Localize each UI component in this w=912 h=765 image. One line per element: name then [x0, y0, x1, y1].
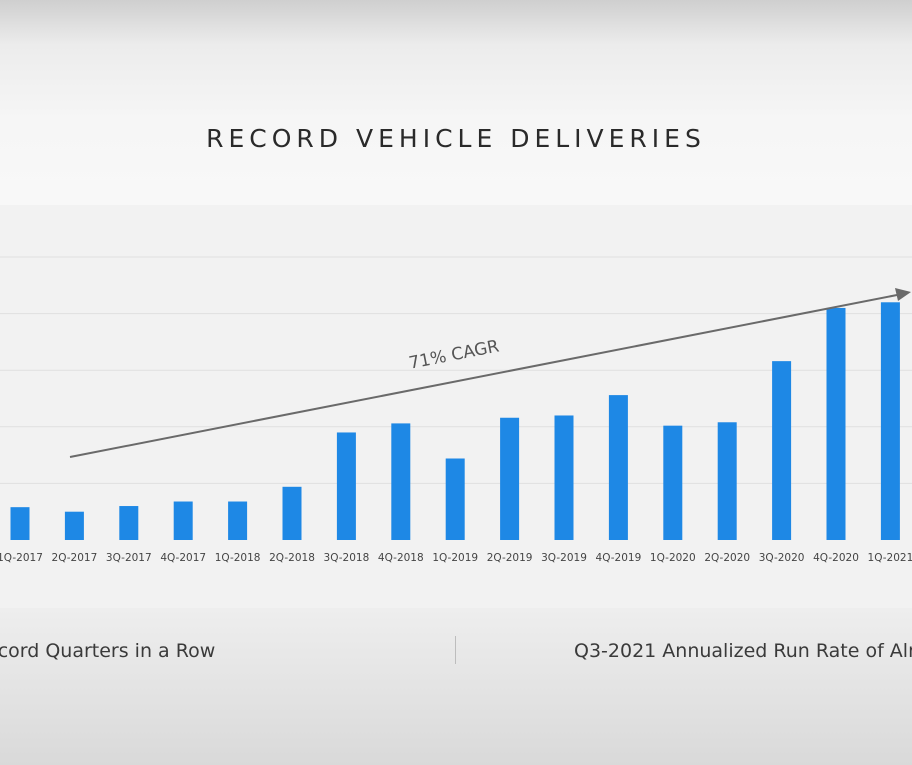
gridlines	[0, 256, 912, 484]
tick-label-1Q-2020: 1Q-2020	[650, 552, 696, 564]
tick-label-1Q-2018: 1Q-2018	[215, 552, 261, 564]
bar-2Q-2020	[717, 422, 737, 540]
tick-label-4Q-2019: 4Q-2019	[596, 552, 642, 564]
bar-4Q-2020	[826, 307, 846, 540]
stats-band: ecord Quarters in a Row Q3-2021 Annualiz…	[0, 608, 912, 765]
trend-arrow	[69, 288, 911, 458]
chart-panel: 71% CAGR 1Q-2017 2Q-2017 3Q-2017 4Q-2017 1Q-…	[0, 205, 912, 608]
bars	[10, 302, 900, 540]
tick-label-4Q-2020: 4Q-2020	[813, 552, 859, 564]
tick-label-1Q-2021: 1Q-2021	[868, 552, 912, 564]
stat-run-rate: Q3-2021 Annualized Run Rate of Alm	[574, 640, 912, 662]
tick-label-3Q-2020: 3Q-2020	[759, 552, 805, 564]
bar-4Q-2017	[173, 501, 193, 540]
bar-1Q-2017	[10, 507, 30, 540]
cagr-annotation: 71% CAGR	[407, 336, 501, 373]
bar-2Q-2017	[64, 511, 84, 540]
bar-3Q-2020	[772, 361, 792, 540]
tick-label-4Q-2018: 4Q-2018	[378, 552, 424, 564]
bar-3Q-2017	[119, 506, 139, 540]
bar-4Q-2019	[608, 395, 628, 540]
tick-label-3Q-2019: 3Q-2019	[541, 552, 587, 564]
bar-2Q-2018	[282, 486, 302, 540]
x-axis-ticks: 1Q-2017 2Q-2017 3Q-2017 4Q-2017 1Q-2018 2Q-20…	[0, 552, 912, 564]
tick-label-3Q-2017: 3Q-2017	[106, 552, 152, 564]
stats-divider	[455, 636, 456, 664]
deliveries-bar-chart: 71% CAGR 1Q-2017 2Q-2017 3Q-2017 4Q-2017 1Q-…	[0, 256, 912, 564]
bar-1Q-2021	[880, 302, 900, 540]
bar-3Q-2019	[554, 415, 574, 540]
tick-label-4Q-2017: 4Q-2017	[160, 552, 206, 564]
bar-1Q-2018	[228, 501, 248, 540]
bar-1Q-2019	[445, 458, 465, 540]
tick-label-2Q-2017: 2Q-2017	[52, 552, 98, 564]
bar-4Q-2018	[391, 423, 411, 540]
tick-label-3Q-2018: 3Q-2018	[324, 552, 370, 564]
tick-label-2Q-2020: 2Q-2020	[704, 552, 750, 564]
page-title: RECORD VEHICLE DELIVERIES	[206, 124, 706, 153]
tick-label-1Q-2019: 1Q-2019	[432, 552, 478, 564]
stat-record-quarters: ecord Quarters in a Row	[0, 640, 216, 662]
bar-1Q-2020	[663, 425, 683, 540]
tick-label-1Q-2017: 1Q-2017	[0, 552, 43, 564]
bar-3Q-2018	[336, 432, 356, 540]
tick-label-2Q-2019: 2Q-2019	[487, 552, 533, 564]
bar-2Q-2019	[500, 417, 520, 540]
tick-label-2Q-2018: 2Q-2018	[269, 552, 315, 564]
